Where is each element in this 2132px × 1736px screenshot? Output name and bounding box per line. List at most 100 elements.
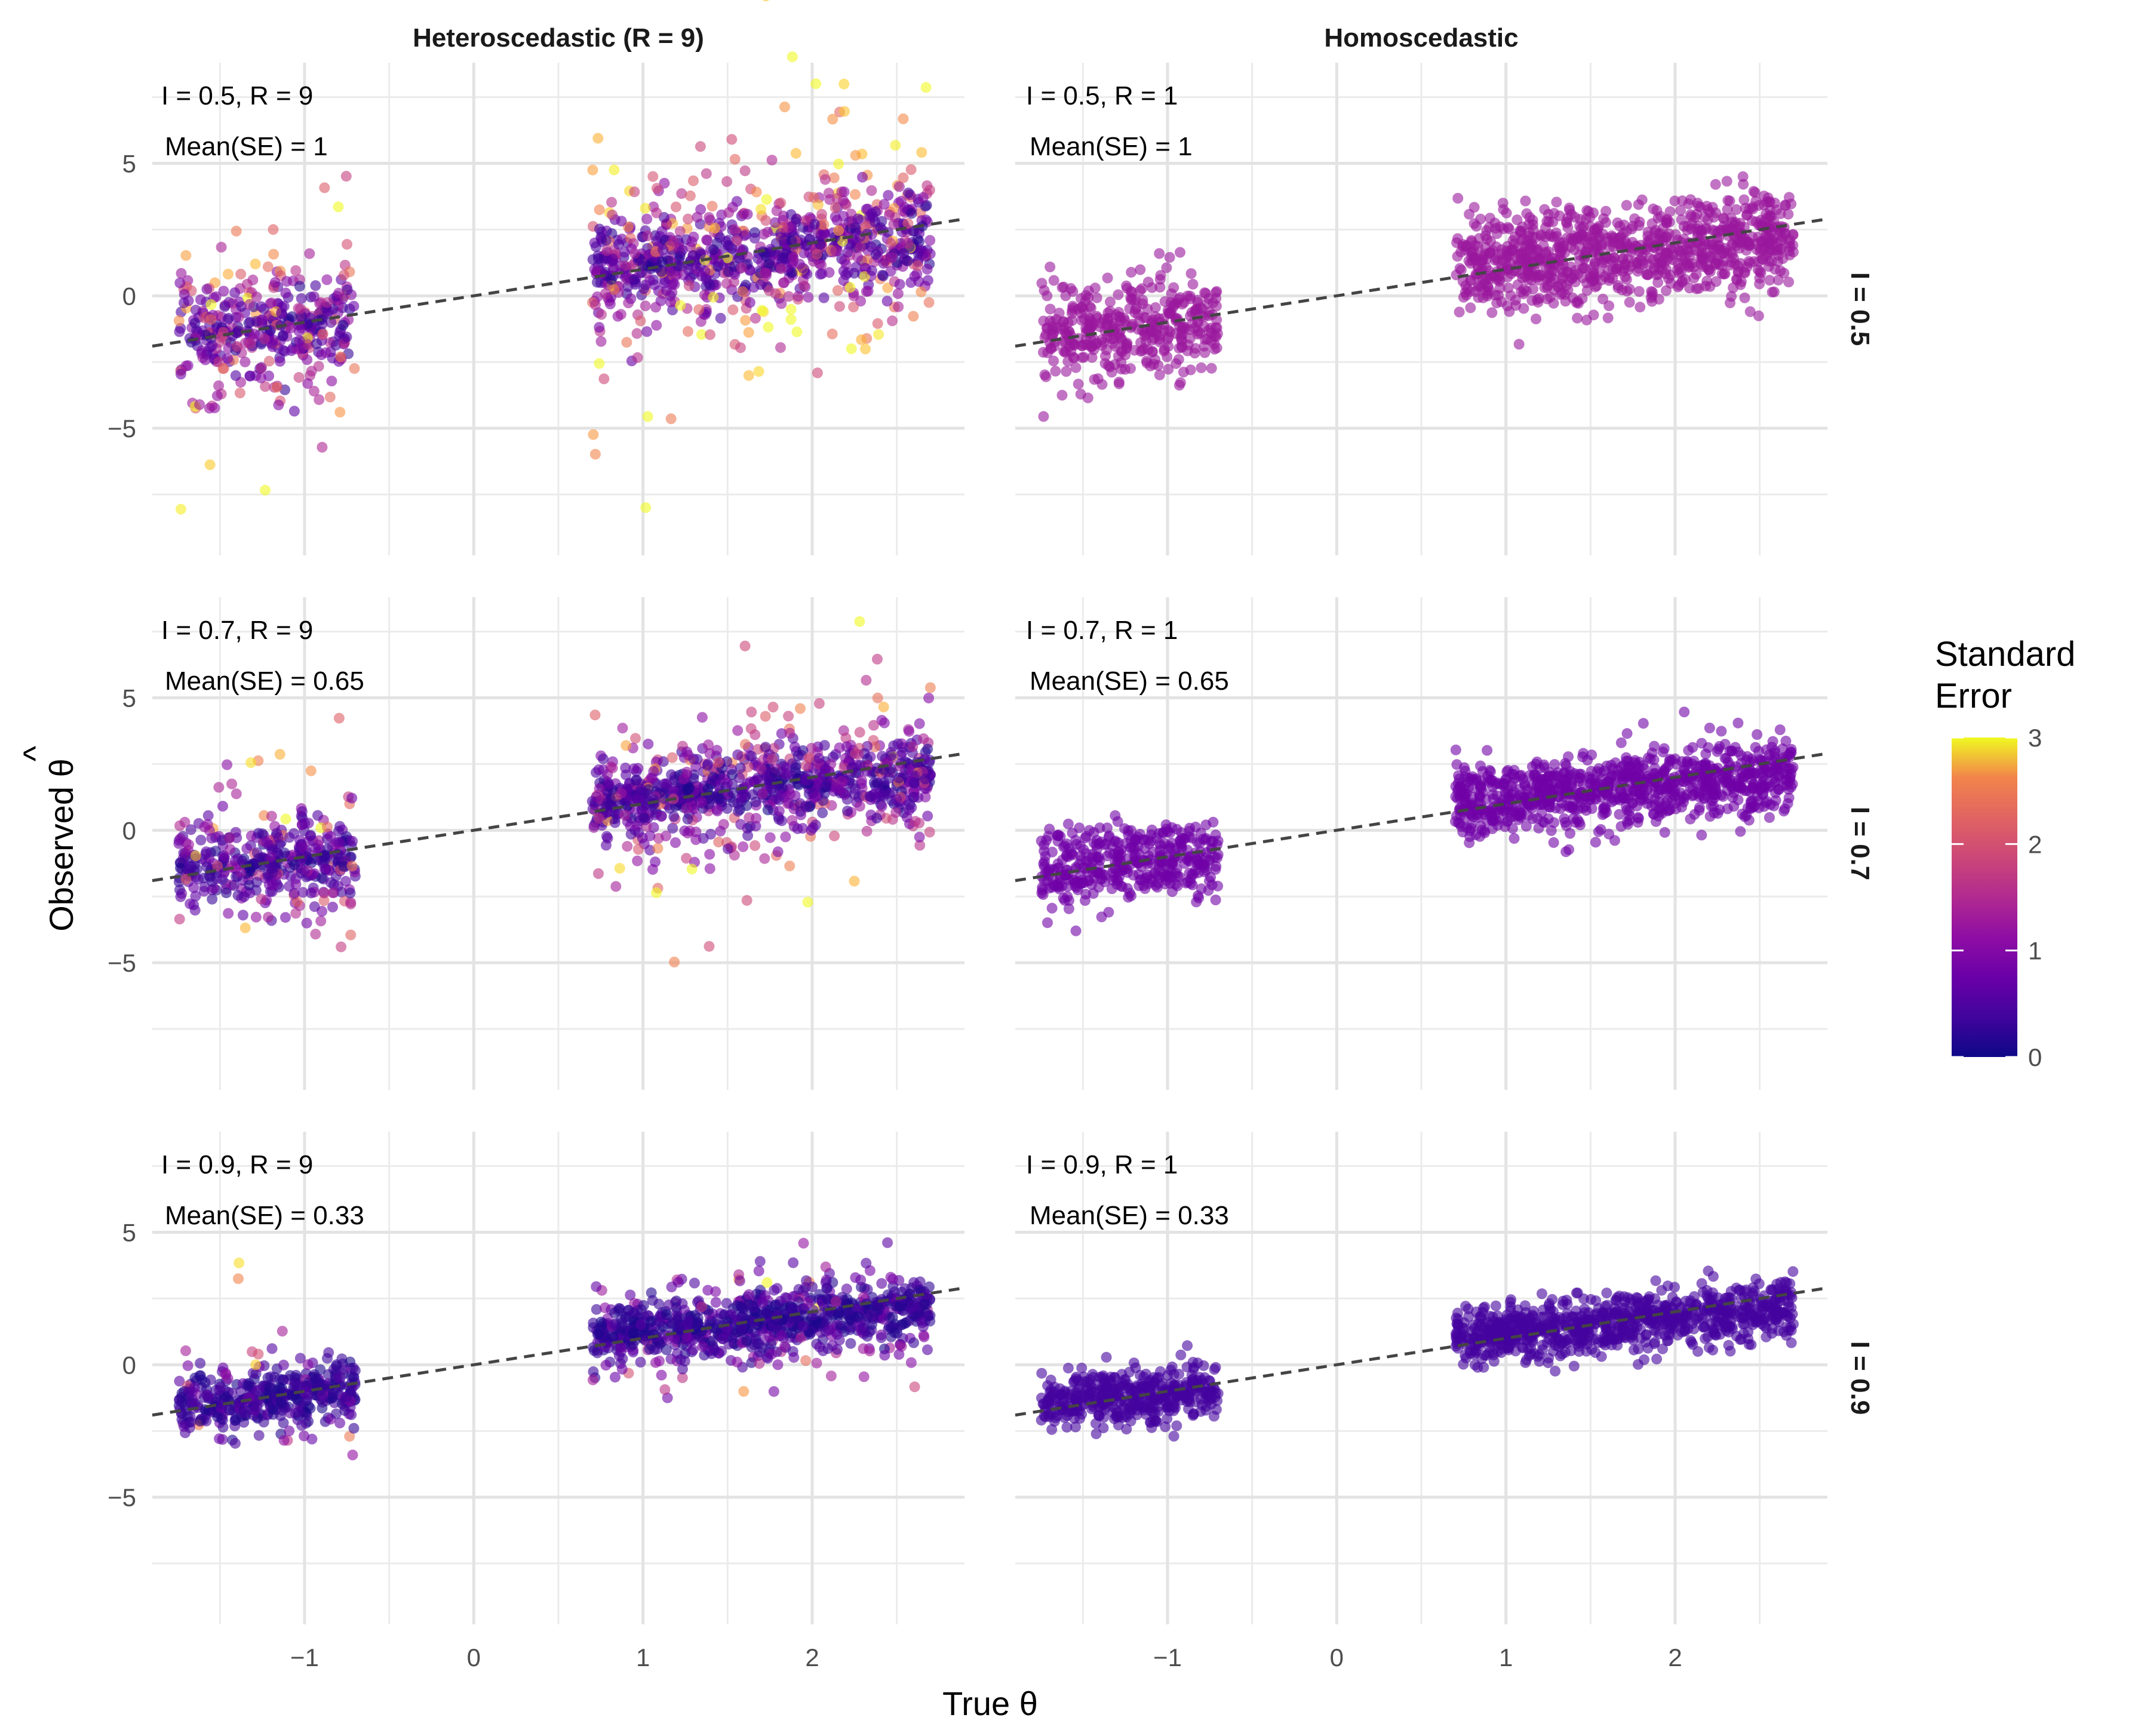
data-point [726, 134, 738, 145]
data-point [335, 351, 346, 362]
data-point [1552, 242, 1563, 253]
data-point [1732, 717, 1744, 729]
data-point [1189, 322, 1200, 334]
data-point [848, 302, 859, 313]
data-point [1615, 737, 1627, 748]
data-point [1648, 203, 1659, 214]
data-point [340, 171, 352, 182]
data-point [760, 711, 771, 722]
data-point [230, 370, 241, 381]
data-point [1780, 736, 1792, 746]
data-point [841, 741, 852, 752]
data-point [827, 113, 838, 125]
data-point [760, 215, 772, 226]
data-point [1621, 199, 1632, 211]
data-point [1040, 371, 1052, 382]
data-point [778, 222, 789, 233]
data-point [1572, 312, 1583, 324]
data-point [870, 249, 881, 260]
data-point [773, 806, 785, 817]
data-point [213, 380, 225, 391]
data-point [1562, 212, 1574, 223]
data-point [923, 692, 935, 703]
data-point [1478, 251, 1489, 263]
data-point [1780, 200, 1791, 211]
data-point [1686, 223, 1697, 235]
data-point [231, 327, 242, 339]
data-point [878, 199, 890, 210]
data-point [701, 274, 712, 285]
data-point [315, 915, 327, 927]
data-point [310, 280, 321, 291]
data-point [729, 224, 740, 235]
data-point [266, 297, 277, 309]
data-point [860, 343, 871, 355]
data-point [1210, 895, 1221, 905]
data-point [263, 355, 275, 367]
data-point [742, 208, 753, 220]
data-point [1070, 362, 1082, 373]
panel-label-mean-se: Mean(SE) = 0.65 [165, 666, 364, 696]
data-point [175, 891, 186, 902]
data-point [1752, 729, 1763, 740]
data-point [791, 326, 803, 337]
data-point [199, 354, 211, 365]
data-point [629, 274, 640, 285]
data-point [1045, 262, 1056, 272]
data-point [616, 788, 627, 799]
data-point [800, 215, 811, 226]
data-point [767, 753, 778, 764]
data-point [333, 201, 344, 213]
data-point [1163, 331, 1174, 343]
data-point [1162, 351, 1173, 362]
data-point [1105, 296, 1116, 308]
data-point [739, 739, 751, 750]
data-point [1154, 281, 1166, 293]
data-point [1528, 224, 1539, 235]
data-point [1676, 195, 1688, 207]
data-point [606, 196, 618, 208]
data-point [704, 212, 715, 223]
data-point [651, 183, 662, 194]
data-point [668, 811, 680, 822]
data-point [792, 750, 804, 761]
data-point [922, 275, 933, 286]
data-point [1175, 247, 1185, 258]
data-point [268, 224, 279, 235]
data-point [347, 835, 358, 847]
data-point [1208, 816, 1219, 828]
data-point [763, 321, 774, 333]
data-point [1581, 314, 1592, 325]
data-point [196, 345, 207, 357]
data-point [294, 303, 306, 314]
data-point [762, 226, 773, 238]
data-point [915, 244, 926, 256]
data-point [890, 140, 901, 151]
data-point [325, 317, 337, 328]
data-point [647, 171, 659, 182]
data-point [883, 190, 894, 201]
data-point [345, 852, 357, 862]
data-point [238, 891, 250, 902]
data-point [1751, 244, 1762, 255]
data-point [816, 268, 828, 279]
data-point [1451, 237, 1463, 248]
data-point [829, 830, 840, 841]
data-point [256, 893, 267, 905]
data-point [1587, 232, 1598, 243]
data-point [262, 261, 274, 272]
data-point [760, 742, 771, 753]
data-point [175, 368, 186, 380]
data-point [1704, 723, 1715, 734]
data-point [892, 288, 904, 299]
data-point [1633, 286, 1645, 297]
data-point [671, 201, 681, 213]
data-point [1465, 302, 1476, 314]
data-point [1099, 358, 1111, 369]
data-point [204, 459, 216, 471]
data-point [651, 235, 662, 247]
data-point [621, 337, 632, 348]
data-point [850, 222, 861, 233]
data-point [1520, 246, 1532, 257]
